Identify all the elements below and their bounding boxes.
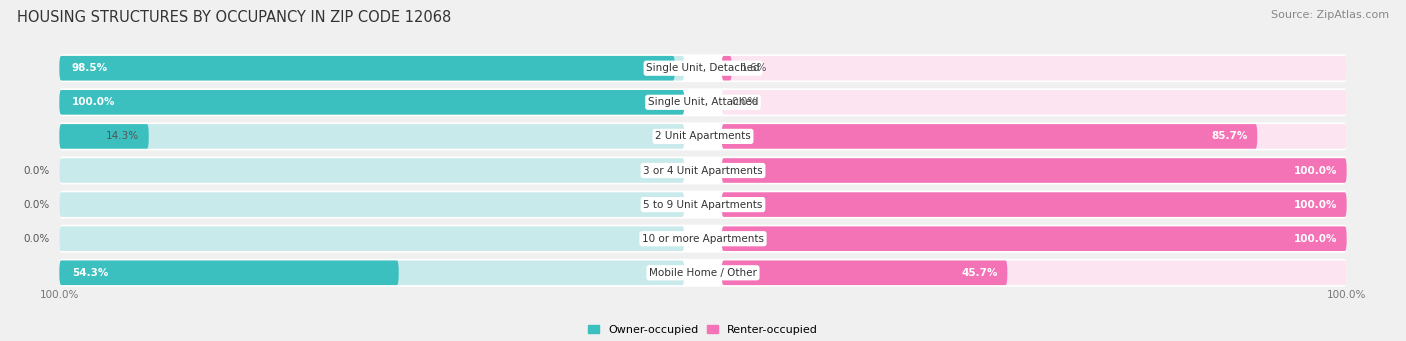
FancyBboxPatch shape <box>59 261 399 285</box>
FancyBboxPatch shape <box>59 54 1347 82</box>
Text: 3 or 4 Unit Apartments: 3 or 4 Unit Apartments <box>643 165 763 176</box>
Text: 10 or more Apartments: 10 or more Apartments <box>643 234 763 244</box>
FancyBboxPatch shape <box>721 56 1347 80</box>
Text: Single Unit, Attached: Single Unit, Attached <box>648 97 758 107</box>
FancyBboxPatch shape <box>721 124 1347 149</box>
FancyBboxPatch shape <box>721 158 1347 183</box>
FancyBboxPatch shape <box>721 90 1347 115</box>
FancyBboxPatch shape <box>59 259 1347 287</box>
Text: 0.0%: 0.0% <box>731 97 758 107</box>
Text: 100.0%: 100.0% <box>72 97 115 107</box>
FancyBboxPatch shape <box>721 158 1347 183</box>
Legend: Owner-occupied, Renter-occupied: Owner-occupied, Renter-occupied <box>583 320 823 339</box>
FancyBboxPatch shape <box>59 124 685 149</box>
Text: 2 Unit Apartments: 2 Unit Apartments <box>655 131 751 142</box>
FancyBboxPatch shape <box>59 122 1347 150</box>
FancyBboxPatch shape <box>721 124 1257 149</box>
FancyBboxPatch shape <box>721 56 731 80</box>
FancyBboxPatch shape <box>721 192 1347 217</box>
FancyBboxPatch shape <box>59 158 685 183</box>
FancyBboxPatch shape <box>59 261 685 285</box>
Text: Mobile Home / Other: Mobile Home / Other <box>650 268 756 278</box>
Text: 0.0%: 0.0% <box>24 199 51 210</box>
Text: 100.0%: 100.0% <box>1294 234 1337 244</box>
FancyBboxPatch shape <box>59 56 675 80</box>
Text: 100.0%: 100.0% <box>39 290 79 300</box>
Text: 0.0%: 0.0% <box>24 234 51 244</box>
Text: 1.6%: 1.6% <box>741 63 768 73</box>
Text: 100.0%: 100.0% <box>1327 290 1367 300</box>
Text: 14.3%: 14.3% <box>107 131 139 142</box>
Text: 85.7%: 85.7% <box>1212 131 1249 142</box>
Text: Source: ZipAtlas.com: Source: ZipAtlas.com <box>1271 10 1389 20</box>
FancyBboxPatch shape <box>59 226 685 251</box>
Text: 100.0%: 100.0% <box>1294 199 1337 210</box>
FancyBboxPatch shape <box>721 226 1347 251</box>
FancyBboxPatch shape <box>59 225 1347 253</box>
Text: 0.0%: 0.0% <box>24 165 51 176</box>
Text: Single Unit, Detached: Single Unit, Detached <box>647 63 759 73</box>
Text: HOUSING STRUCTURES BY OCCUPANCY IN ZIP CODE 12068: HOUSING STRUCTURES BY OCCUPANCY IN ZIP C… <box>17 10 451 25</box>
Text: 45.7%: 45.7% <box>962 268 998 278</box>
FancyBboxPatch shape <box>59 192 685 217</box>
FancyBboxPatch shape <box>59 90 685 115</box>
FancyBboxPatch shape <box>721 226 1347 251</box>
Text: 5 to 9 Unit Apartments: 5 to 9 Unit Apartments <box>644 199 762 210</box>
FancyBboxPatch shape <box>59 124 149 149</box>
FancyBboxPatch shape <box>721 261 1347 285</box>
Text: 54.3%: 54.3% <box>72 268 108 278</box>
FancyBboxPatch shape <box>59 56 685 80</box>
Text: 100.0%: 100.0% <box>1294 165 1337 176</box>
FancyBboxPatch shape <box>59 157 1347 184</box>
FancyBboxPatch shape <box>59 90 685 115</box>
FancyBboxPatch shape <box>721 261 1007 285</box>
FancyBboxPatch shape <box>721 192 1347 217</box>
FancyBboxPatch shape <box>59 88 1347 116</box>
Text: 98.5%: 98.5% <box>72 63 108 73</box>
FancyBboxPatch shape <box>59 191 1347 219</box>
